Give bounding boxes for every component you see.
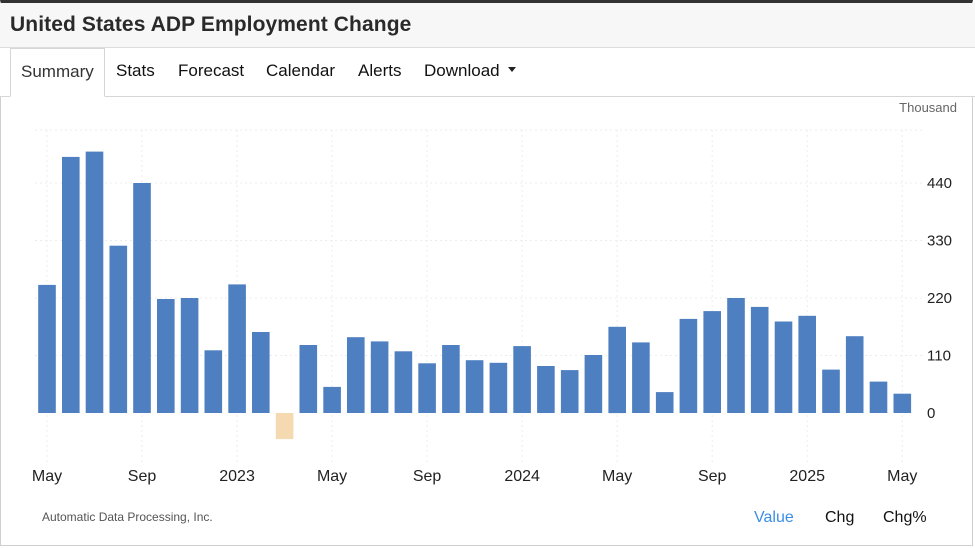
x-tick-label: May	[887, 468, 917, 485]
caret-down-icon	[507, 67, 516, 73]
bar-2023-01	[228, 284, 246, 413]
tab-alerts[interactable]: Alerts	[358, 61, 402, 80]
bar-2022-12	[204, 350, 223, 413]
bar-2025-01	[798, 315, 816, 413]
tab-summary[interactable]: Summary	[10, 48, 105, 97]
bar-2023-12	[489, 362, 508, 413]
x-tick-label: Sep	[698, 468, 727, 485]
bar-2024-02	[537, 366, 555, 413]
title-bar: United States ADP Employment Change	[0, 3, 975, 48]
bar-2023-07	[370, 341, 389, 413]
bar-2024-03	[560, 370, 579, 413]
tab-forecast[interactable]: Forecast	[178, 61, 245, 80]
bar-2022-10	[157, 299, 175, 413]
x-tick-label: 2024	[504, 468, 540, 485]
tab-bar: Summary Stats Forecast Calendar Alerts D…	[0, 48, 975, 97]
x-tick-label: 2023	[219, 468, 255, 485]
mode-value-button[interactable]: Value	[754, 509, 794, 526]
unit-label: Thousand	[899, 100, 957, 115]
x-tick-label: 2025	[789, 468, 825, 485]
bar-2025-03	[845, 336, 864, 413]
bar-2022-06	[62, 156, 80, 413]
bar-2024-09	[703, 311, 721, 413]
bar-2022-11	[180, 298, 199, 413]
page-title: United States ADP Employment Change	[10, 13, 412, 36]
bar-2023-05	[323, 386, 341, 413]
bar-2024-07	[655, 392, 674, 413]
bar-2023-11	[465, 360, 484, 413]
source-label: Automatic Data Processing, Inc.	[42, 510, 213, 524]
bar-2024-05	[608, 326, 626, 414]
x-tick-label: May	[602, 468, 632, 485]
x-tick-label: May	[317, 468, 347, 485]
bar-2023-09	[418, 363, 436, 413]
bar-2023-04	[299, 345, 318, 413]
tab-download-label: Download	[424, 61, 500, 80]
x-tick-label: Sep	[413, 468, 442, 485]
bar-2023-06	[347, 337, 365, 413]
bar-2022-07	[85, 151, 104, 413]
bar-2024-12	[774, 321, 793, 413]
y-tick-label: 440	[927, 175, 952, 192]
bar-2023-02	[252, 332, 270, 413]
bar-2024-01	[513, 346, 531, 413]
bar-2023-03	[275, 413, 294, 440]
bar-2025-05	[893, 393, 912, 413]
tab-calendar[interactable]: Calendar	[266, 61, 335, 80]
bar-2025-04	[869, 381, 888, 413]
bar-2024-06	[632, 342, 650, 413]
y-tick-label: 110	[927, 348, 951, 365]
bar-2023-10	[442, 345, 460, 413]
mode-chg-pct-button[interactable]: Chg%	[883, 509, 927, 526]
x-axis-ticks: May Sep 2023 May Sep 2024 May Sep 2025 May	[32, 468, 917, 485]
y-axis-ticks: 0 110 220 330 440	[927, 175, 952, 422]
bar-2025-02	[822, 369, 840, 413]
tab-download[interactable]: Download	[424, 48, 516, 96]
bar-2024-11	[750, 306, 769, 413]
x-tick-label: May	[32, 468, 62, 485]
y-tick-label: 220	[927, 290, 952, 307]
bar-2022-08	[109, 245, 128, 413]
tab-stats[interactable]: Stats	[116, 61, 155, 80]
bar-2024-10	[727, 298, 745, 413]
bar-2023-08	[394, 351, 413, 413]
bar-2024-08	[679, 318, 698, 413]
bar-2024-04	[584, 355, 603, 413]
mode-chg-button[interactable]: Chg	[825, 509, 855, 526]
bar-2022-05	[38, 284, 56, 413]
y-tick-label: 0	[927, 405, 935, 422]
y-tick-label: 330	[927, 233, 952, 250]
chart-bars	[38, 151, 912, 440]
x-tick-label: Sep	[128, 468, 157, 485]
bar-2022-09	[133, 183, 151, 413]
